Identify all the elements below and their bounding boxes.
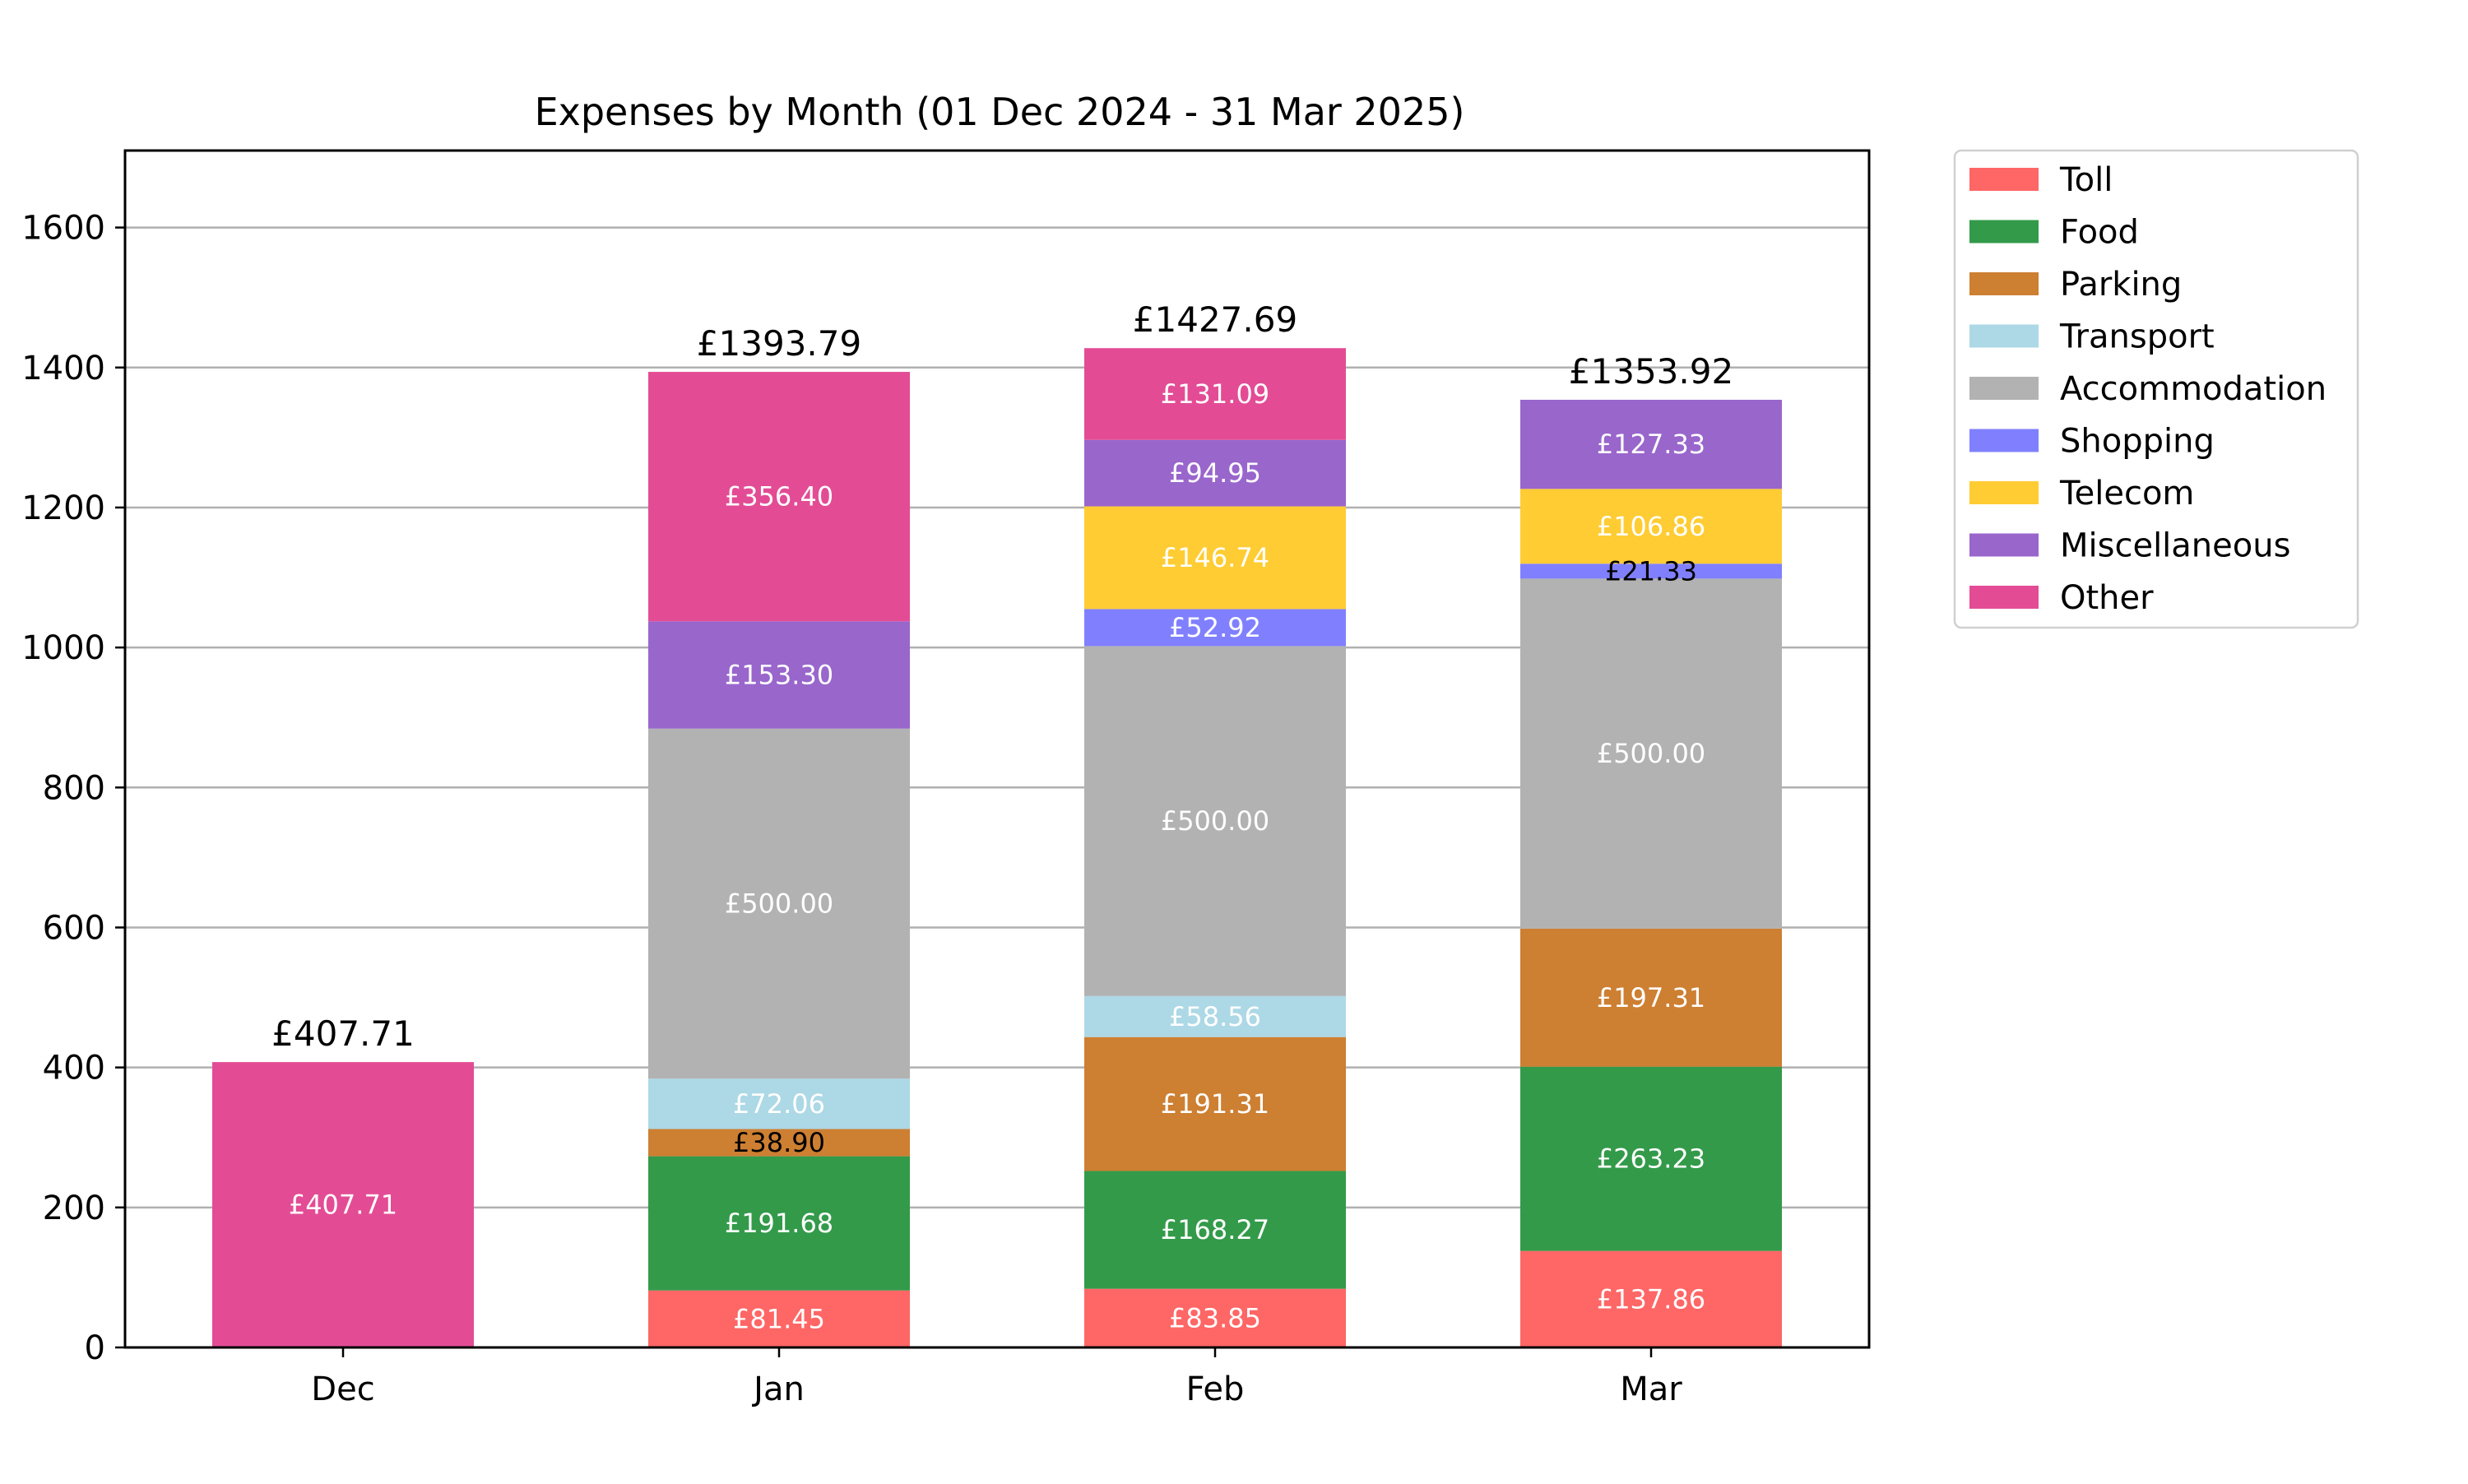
bar-segment-parking <box>1084 1036 1346 1171</box>
bar-segment-food <box>1084 1171 1346 1289</box>
segment-value-label: £146.74 <box>1161 542 1269 573</box>
y-tick-label: 600 <box>43 909 105 947</box>
segment-value-label: £191.31 <box>1161 1088 1269 1120</box>
legend-swatch <box>1969 272 2039 295</box>
plot-frame <box>123 149 1871 1349</box>
legend-swatch <box>1969 220 2039 243</box>
bar-segment-parking <box>1520 928 1782 1067</box>
segment-value-label: £137.86 <box>1597 1283 1705 1315</box>
axes: 0 200 400 600 800 1000 1200 1400 1600 Dec Jan Feb Ma… <box>21 210 1682 1408</box>
segment-value-label: £168.27 <box>1161 1214 1269 1245</box>
segment-value-label: £356.40 <box>725 481 833 512</box>
segment-value-label: £153.30 <box>725 660 833 691</box>
segment-value-label: £106.86 <box>1597 511 1705 542</box>
legend-label: Food <box>2060 214 2139 252</box>
bar-total-label: £1393.79 <box>697 323 861 364</box>
y-tick-label: 1200 <box>21 489 105 527</box>
segment-value-label: £500.00 <box>1597 738 1705 769</box>
legend-label: Telecom <box>2059 475 2194 512</box>
bar-total-label: £407.71 <box>271 1013 415 1054</box>
bars <box>212 348 1782 1347</box>
bar-segment-miscellaneous <box>648 621 910 729</box>
bar-total-label: £1353.92 <box>1569 351 1733 392</box>
legend-swatch <box>1969 429 2039 452</box>
y-tick-label: 1000 <box>21 629 105 667</box>
segment-value-label: £58.56 <box>1169 1001 1261 1032</box>
legend-label: Shopping <box>2060 423 2215 461</box>
segment-value-label: £500.00 <box>1161 805 1269 837</box>
legend-label: Other <box>2060 579 2154 617</box>
bar-segment-toll <box>1084 1288 1346 1347</box>
y-tick-label: 800 <box>43 769 105 807</box>
bar-segment-shopping <box>1520 563 1782 579</box>
legend-swatch <box>1969 168 2039 191</box>
y-tick-label: 0 <box>85 1329 105 1367</box>
legend-box <box>1953 149 2359 629</box>
legend-label: Miscellaneous <box>2060 527 2290 565</box>
segment-value-label: £81.45 <box>733 1303 825 1334</box>
bar-segment-toll <box>648 1290 910 1347</box>
bar-total-label: £1427.69 <box>1133 299 1297 340</box>
y-tick-label: 200 <box>43 1190 105 1227</box>
bar-segment-shopping <box>1084 609 1346 647</box>
bar-segment-miscellaneous <box>1520 399 1782 489</box>
bar-segment-telecom <box>1084 506 1346 610</box>
segment-value-label: £83.85 <box>1169 1302 1261 1333</box>
bar-segment-other <box>212 1062 474 1347</box>
bar-segment-transport <box>648 1078 910 1129</box>
legend-swatch <box>1969 481 2039 504</box>
x-tick-label: Mar <box>1620 1370 1682 1408</box>
bar-segment-food <box>1520 1066 1782 1251</box>
bar-segment-toll <box>1520 1250 1782 1347</box>
legend-swatch <box>1969 586 2039 609</box>
segment-value-label: £500.00 <box>725 888 833 919</box>
legend-swatch <box>1969 324 2039 348</box>
segment-value-label: £197.31 <box>1597 982 1705 1013</box>
y-tick-label: 400 <box>43 1050 105 1087</box>
chart-title: Expenses by Month (01 Dec 2024 - 31 Mar … <box>535 90 1465 134</box>
legend-swatch <box>1969 533 2039 557</box>
legend-label: Toll <box>2059 161 2113 199</box>
bar-segment-miscellaneous <box>1084 439 1346 507</box>
legend-swatch <box>1969 377 2039 400</box>
bar-segment-accommodation <box>1520 578 1782 929</box>
segment-value-label: £127.33 <box>1597 429 1705 460</box>
segment-value-label: £38.90 <box>733 1127 825 1158</box>
legend-label: Accommodation <box>2060 370 2327 408</box>
y-tick-label: 1600 <box>21 210 105 248</box>
x-tick-label: Jan <box>751 1370 805 1408</box>
segment-value-label: £72.06 <box>733 1088 825 1120</box>
segment-value-label: £131.09 <box>1161 378 1269 410</box>
bar-segment-accommodation <box>1084 646 1346 996</box>
bar-segment-accommodation <box>648 728 910 1079</box>
bar-segment-transport <box>1084 995 1346 1037</box>
y-tick-label: 1400 <box>21 350 105 387</box>
segment-value-label: £21.33 <box>1605 555 1697 587</box>
segment-value-label: £407.71 <box>289 1190 397 1221</box>
bar-segment-other <box>648 372 910 622</box>
segment-value-label: £94.95 <box>1169 457 1261 489</box>
legend-label: Parking <box>2060 266 2182 304</box>
legend: Toll Food Parking Transport Accommodation Sho… <box>1953 149 2359 629</box>
segment-labels: £81.45 £83.85 £137.86 £191.68 £168.27 £263.23… <box>271 299 1733 1334</box>
segment-value-label: £191.68 <box>725 1208 833 1239</box>
legend-label: Transport <box>2059 318 2215 356</box>
segment-value-label: £52.92 <box>1169 612 1261 643</box>
bar-segment-telecom <box>1520 489 1782 564</box>
bar-segment-other <box>1084 348 1346 440</box>
bar-segment-parking <box>648 1129 910 1157</box>
x-tick-label: Dec <box>311 1370 374 1408</box>
bar-segment-food <box>648 1156 910 1291</box>
x-tick-label: Feb <box>1186 1370 1245 1408</box>
segment-value-label: £263.23 <box>1597 1143 1705 1175</box>
